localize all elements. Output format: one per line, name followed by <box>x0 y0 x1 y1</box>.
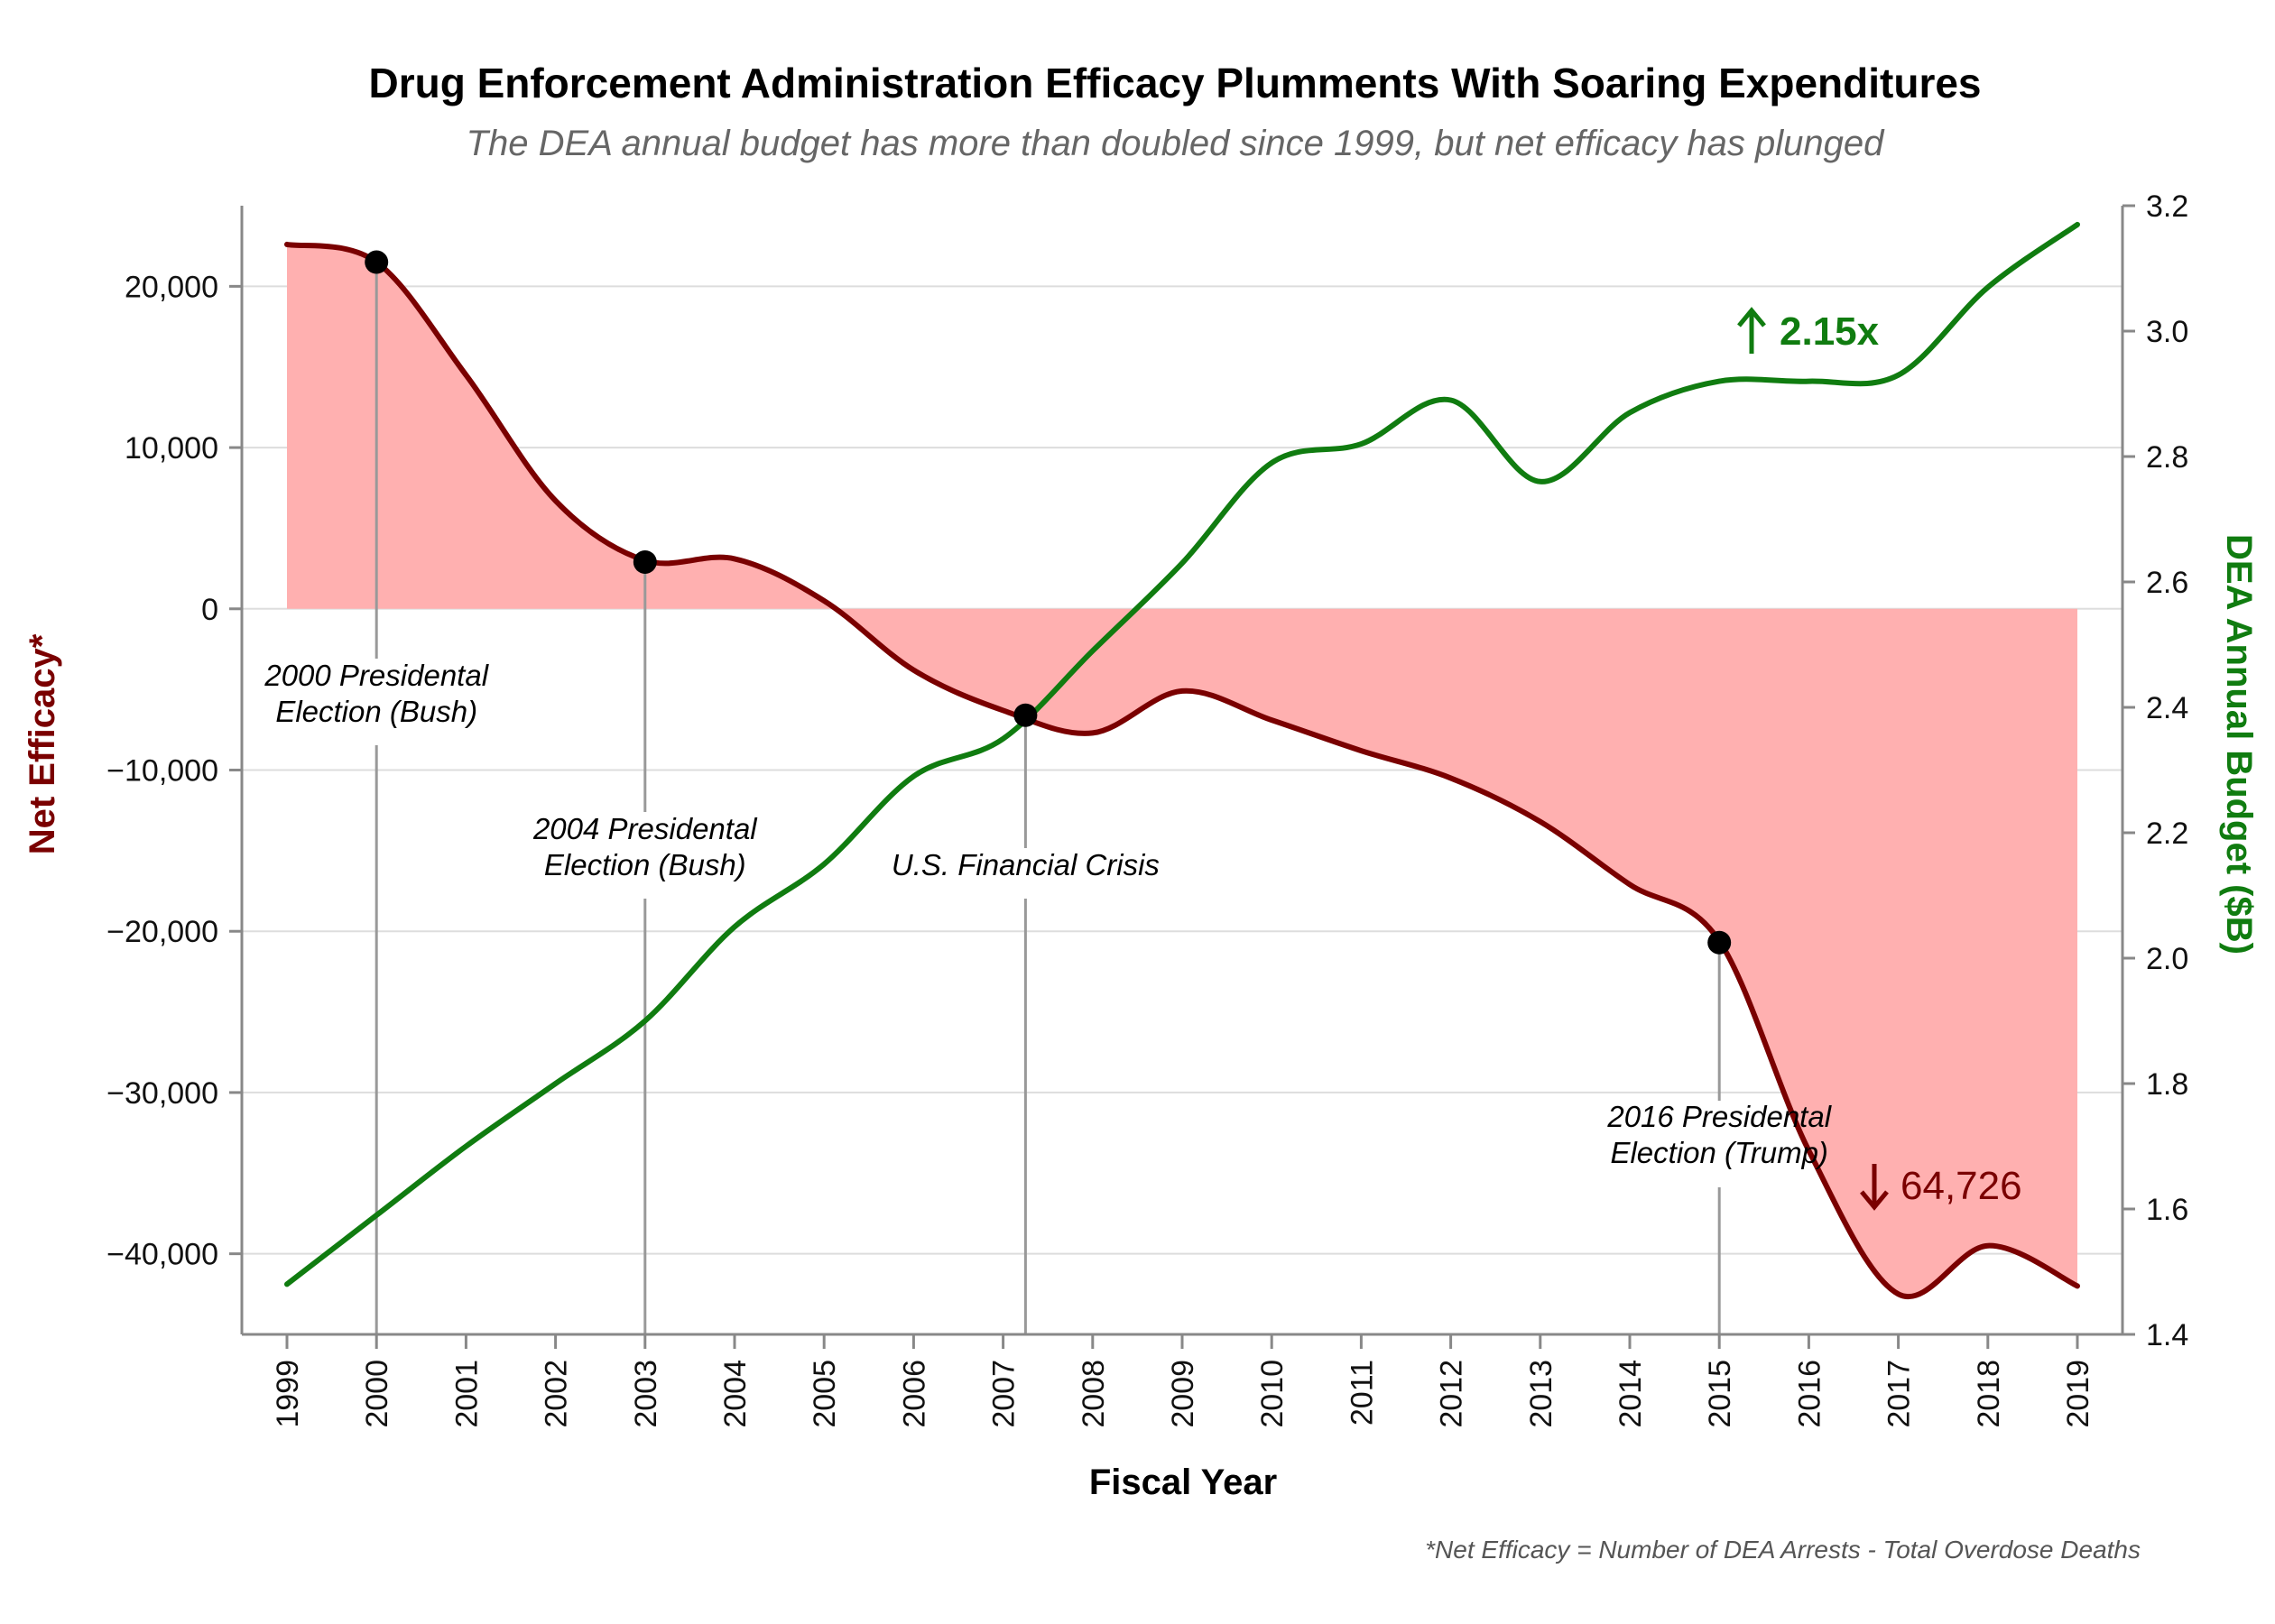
y-right-tick-label-1: 1.6 <box>2146 1193 2188 1227</box>
x-tick-label-19: 2018 <box>1972 1360 2006 1428</box>
budget-change-label: 2.15x <box>1780 309 1880 354</box>
annotation-1-dot <box>633 549 657 574</box>
y-left-tick-label-6: −40,000 <box>106 1238 218 1272</box>
y-left-tick-label-4: −20,000 <box>106 915 218 949</box>
arrow-up-icon <box>1737 307 1766 354</box>
chart-subtitle: The DEA annual budget has more than doub… <box>467 124 1885 163</box>
budget-change-callout: 2.15x <box>1737 307 1880 354</box>
x-tick-label-8: 2007 <box>987 1360 1022 1428</box>
y-right-tick-label-5: 2.4 <box>2146 691 2188 725</box>
efficacy-change-label: 64,726 <box>1900 1164 2022 1208</box>
annotation-1-label-line1: 2004 Presidental <box>532 812 758 845</box>
x-tick-label-15: 2014 <box>1614 1360 1648 1428</box>
x-tick-label-9: 2008 <box>1077 1360 1111 1428</box>
efficacy-change-callout: 64,726 <box>1860 1164 2022 1211</box>
x-tick-label-14: 2013 <box>1524 1360 1558 1428</box>
x-tick-label-16: 2015 <box>1703 1360 1737 1428</box>
y-right-tick-label-7: 2.8 <box>2146 440 2188 475</box>
x-tick-label-5: 2004 <box>718 1360 753 1428</box>
y-left-tick-label-0: 20,000 <box>125 270 218 304</box>
x-tick-label-3: 2002 <box>540 1360 574 1428</box>
y-right-tick-label-9: 3.2 <box>2146 189 2188 224</box>
y-right-tick-label-6: 2.6 <box>2146 566 2188 600</box>
annotation-3-label-line2: Election (Trump) <box>1610 1136 1827 1169</box>
y-right-tick-label-8: 3.0 <box>2146 315 2188 349</box>
y-right-tick-label-2: 1.8 <box>2146 1067 2188 1102</box>
x-tick-label-6: 2005 <box>808 1360 842 1428</box>
x-tick-label-20: 2019 <box>2061 1360 2095 1428</box>
series-lines <box>284 221 2080 1299</box>
x-tick-label-11: 2010 <box>1255 1360 1290 1428</box>
x-axis-title: Fiscal Year <box>1089 1463 1277 1502</box>
y-right-tick-label-3: 2.0 <box>2146 942 2188 976</box>
x-tick-label-12: 2011 <box>1345 1360 1379 1426</box>
series-0-area <box>287 244 2077 1297</box>
x-tick-label-4: 2003 <box>629 1360 663 1428</box>
footnote: *Net Efficacy = Number of DEA Arrests - … <box>1425 1536 2141 1564</box>
y-right-axis-title: DEA Annual Budget ($B) <box>2219 534 2259 955</box>
annotation-1-label-line2: Election (Bush) <box>544 848 746 881</box>
x-tick-label-18: 2017 <box>1882 1360 1917 1428</box>
x-tick-label-2: 2001 <box>449 1360 484 1428</box>
x-tick-label-0: 1999 <box>271 1360 305 1428</box>
x-tick-label-17: 2016 <box>1792 1360 1826 1428</box>
annotation-2-dot <box>1013 703 1038 727</box>
x-tick-label-10: 2009 <box>1166 1360 1200 1428</box>
y-right-tick-label-4: 2.2 <box>2146 817 2188 851</box>
y-left-axis-title: Net Efficacy* <box>23 633 62 854</box>
series-1-line <box>284 221 2080 1287</box>
annotation-lines <box>375 262 1721 1334</box>
arrow-down-icon <box>1860 1164 1889 1211</box>
y-left-tick-label-5: −30,000 <box>106 1076 218 1111</box>
annotation-dots <box>365 250 1732 955</box>
net-efficacy-area <box>287 244 2077 1297</box>
y-left-tick-label-1: 10,000 <box>125 431 218 466</box>
series-0-line <box>284 241 2080 1299</box>
annotation-0-label-line2: Election (Bush) <box>275 695 477 728</box>
y-right-ticks: 1.4 1.6 1.8 2.0 2.2 2.4 2.6 2.8 3.0 3.2 <box>2122 189 2188 1352</box>
y-left-tick-label-3: −10,000 <box>106 754 218 789</box>
y-right-tick-label-0: 1.4 <box>2146 1318 2188 1352</box>
y-left-tick-label-2: 0 <box>201 593 218 627</box>
x-tick-label-13: 2012 <box>1435 1360 1469 1428</box>
annotation-3-dot <box>1707 930 1732 955</box>
x-tick-label-7: 2006 <box>897 1360 931 1428</box>
x-ticks: 1999 2000 2001 2002 2003 2004 2005 2006 2007 2008… <box>271 1334 2095 1428</box>
annotation-0-label-line1: 2000 Presidental <box>264 659 489 692</box>
annotation-2-label-line1: U.S. Financial Crisis <box>892 848 1160 881</box>
chart-title: Drug Enforcement Administration Efficacy… <box>368 60 1981 106</box>
x-tick-label-1: 2000 <box>360 1360 394 1428</box>
annotation-0-dot <box>365 250 389 274</box>
y-left-ticks: 20,000 10,000 0 −10,000 −20,000 −30,000 −40,00… <box>106 270 242 1272</box>
annotation-3-label-line1: 2016 Presidental <box>1606 1100 1832 1133</box>
